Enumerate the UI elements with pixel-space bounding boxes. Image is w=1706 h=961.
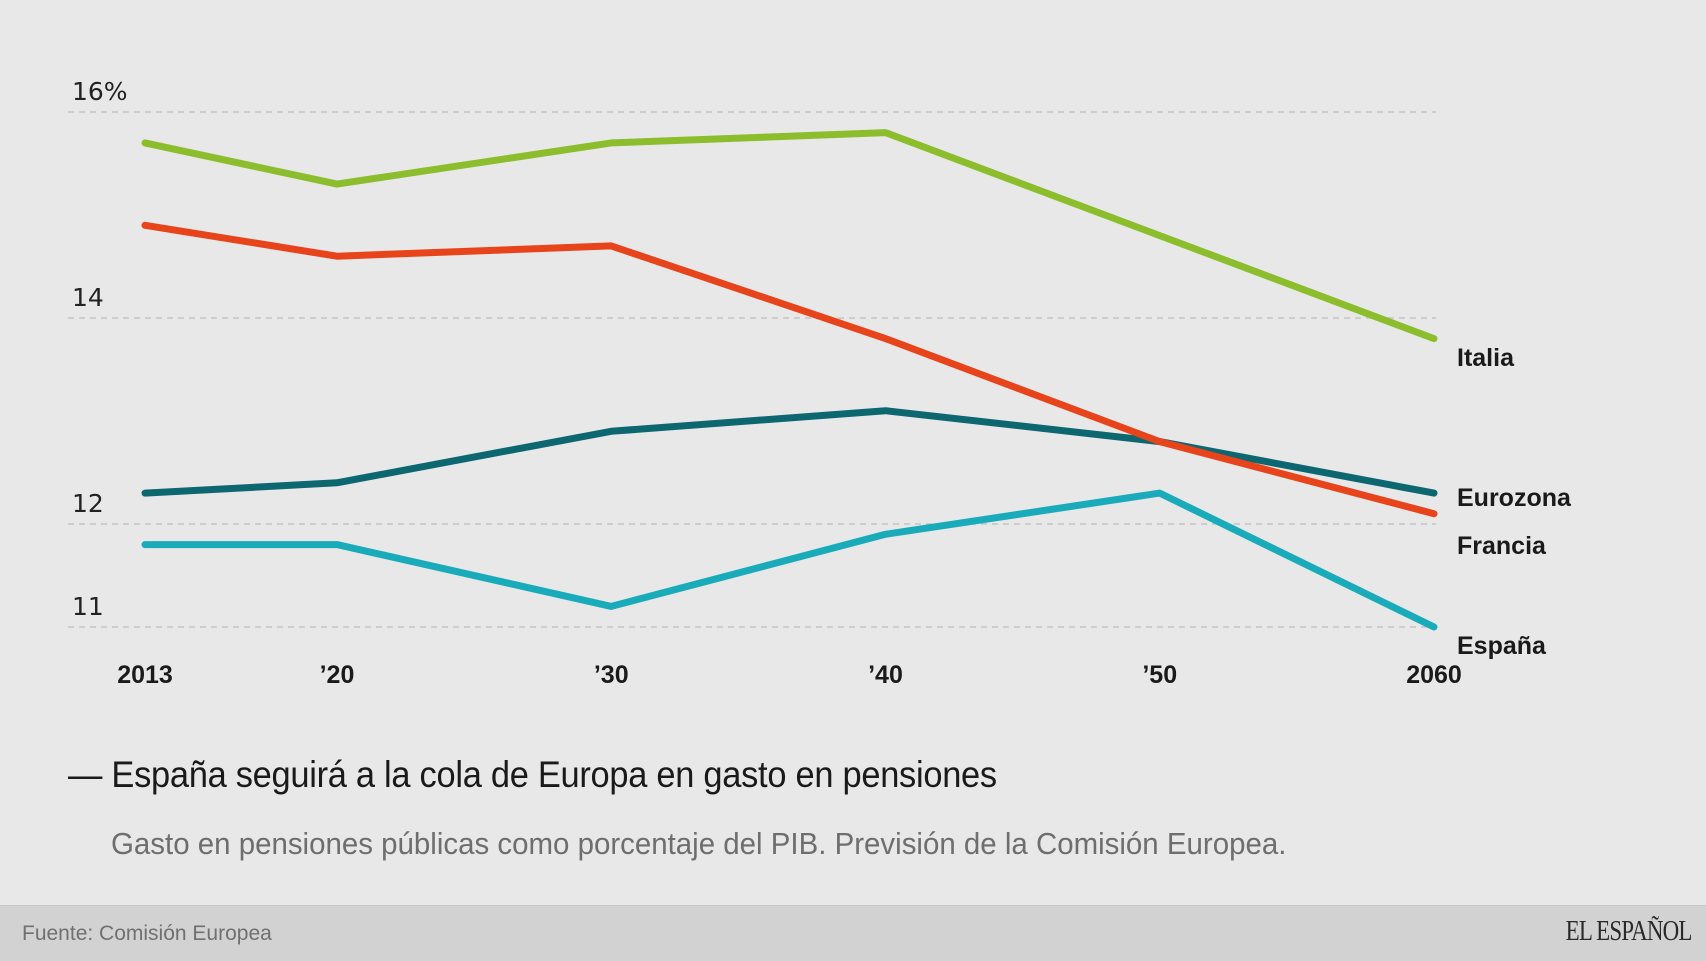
series-label-francia: Francia [1457,532,1547,560]
y-axis-ticks: 16% 14 12 11 [72,77,128,621]
x-tick-label: 2060 [1406,661,1462,689]
line-chart: 16% 14 12 11 2013 ’20 ’30 ’40 ’50 2060 Italia Eur… [0,0,1706,720]
title-dash: — [68,754,102,795]
series-label-italia: Italia [1457,344,1515,372]
publisher-logo: EL ESPAÑOL [1566,916,1692,948]
chart-subtitle: Gasto en pensiones públicas como porcent… [111,826,1286,862]
chart-title: — España seguirá a la cola de Europa en … [68,754,997,796]
footer: Fuente: Comisión Europea EL ESPAÑOL [0,905,1706,961]
x-tick-label: ’50 [1142,661,1177,689]
y-tick-label: 16% [72,77,128,106]
x-tick-label: ’40 [868,661,903,689]
x-tick-label: ’20 [320,661,355,689]
series-label-españa: España [1457,632,1547,660]
x-tick-label: 2013 [117,661,173,689]
title-text: España seguirá a la cola de Europa en ga… [111,754,996,795]
y-tick-label: 12 [72,489,104,518]
x-axis-ticks: 2013 ’20 ’30 ’40 ’50 2060 [117,661,1462,689]
x-tick-label: ’30 [594,661,629,689]
series-line-eurozona [145,411,1434,493]
gridlines [68,112,1436,627]
y-tick-label: 14 [72,283,104,312]
y-tick-label: 11 [72,592,104,621]
series-label-eurozona: Eurozona [1457,484,1572,512]
series-line-españa [145,493,1434,627]
series-lines [145,133,1434,628]
series-labels: Italia Eurozona Francia España [1457,344,1572,660]
source-note: Fuente: Comisión Europea [22,922,272,946]
